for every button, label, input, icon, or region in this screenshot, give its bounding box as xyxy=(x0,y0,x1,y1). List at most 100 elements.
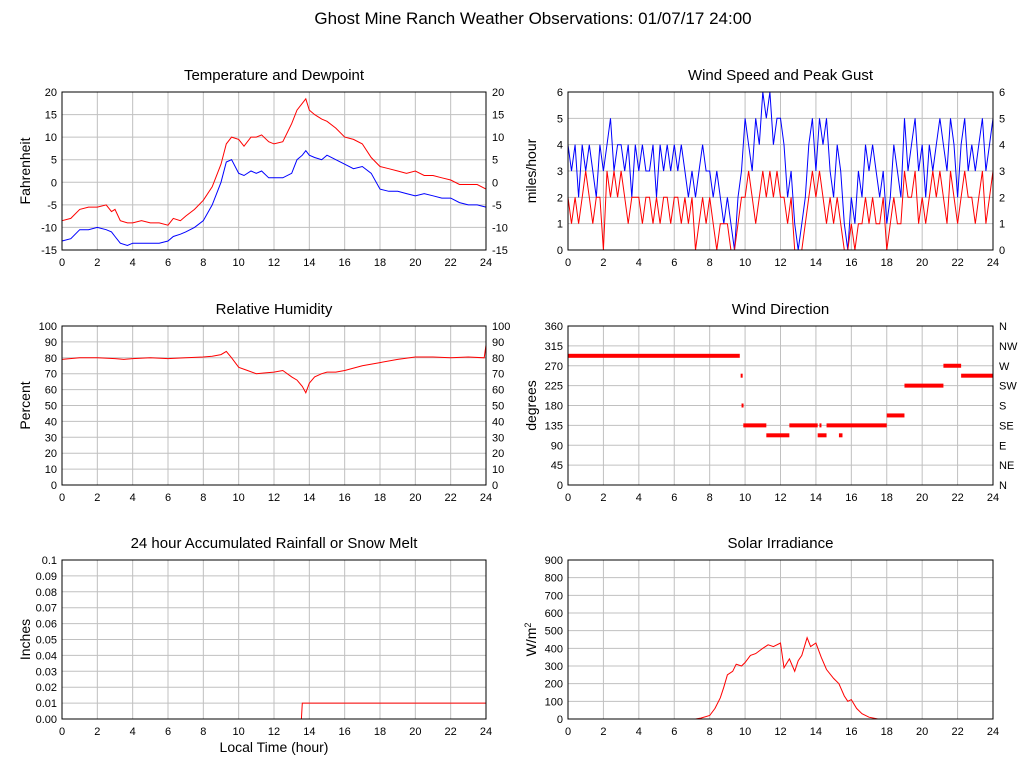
y-axis-label: Percent xyxy=(17,381,33,429)
direction-point xyxy=(789,423,818,428)
series-line-0 xyxy=(568,636,993,720)
y-axis-label: degrees xyxy=(523,380,539,431)
y-axis-label: Inches xyxy=(17,619,33,660)
y-tick-label: 20 xyxy=(45,448,57,460)
x-tick-label: 12 xyxy=(268,257,280,269)
x-tick-label: 14 xyxy=(810,726,822,738)
page-title: Ghost Mine Ranch Weather Observations: 0… xyxy=(314,9,752,28)
y-tick-label: 0.08 xyxy=(36,587,57,599)
chart-title: Temperature and Dewpoint xyxy=(184,67,365,84)
x-tick-label: 20 xyxy=(916,257,928,269)
x-tick-label: 10 xyxy=(739,257,751,269)
plot-frame xyxy=(567,559,994,720)
x-tick-label: 10 xyxy=(233,726,245,738)
y-tick-label: 3 xyxy=(557,166,563,178)
x-tick-label: 6 xyxy=(671,257,677,269)
x-tick-label: 22 xyxy=(445,726,457,738)
x-tick-label: 2 xyxy=(94,726,100,738)
chart-title: Wind Speed and Peak Gust xyxy=(688,67,874,84)
x-tick-label: 20 xyxy=(409,492,421,504)
chart-rain: 24 hour Accumulated Rainfall or Snow Mel… xyxy=(17,535,492,755)
y-tick-label: 0.09 xyxy=(36,571,57,583)
x-tick-label: 20 xyxy=(916,492,928,504)
x-tick-label: 6 xyxy=(671,726,677,738)
direction-point xyxy=(961,373,993,378)
x-tick-label: 8 xyxy=(200,257,206,269)
x-tick-label: 24 xyxy=(480,257,492,269)
x-tick-label: 16 xyxy=(845,257,857,269)
x-tick-label: 10 xyxy=(233,492,245,504)
y-tick-label: 60 xyxy=(45,385,57,397)
y-tick-label: 0 xyxy=(557,480,563,492)
y-tick-label: 5 xyxy=(557,113,563,125)
x-tick-label: 18 xyxy=(881,726,893,738)
plot-frame xyxy=(61,559,487,720)
series-line-1 xyxy=(567,170,994,251)
x-tick-label: 10 xyxy=(739,726,751,738)
y-tick-label: 0.05 xyxy=(36,635,57,647)
x-tick-label: 16 xyxy=(845,726,857,738)
right-y-tick-label: -5 xyxy=(492,200,502,212)
chart-title: Solar Irradiance xyxy=(728,535,834,552)
y-tick-label: 30 xyxy=(45,432,57,444)
x-tick-label: 6 xyxy=(165,257,171,269)
x-tick-label: 0 xyxy=(565,726,571,738)
y-tick-label: 90 xyxy=(551,440,563,452)
x-tick-label: 8 xyxy=(707,492,713,504)
x-tick-label: 6 xyxy=(165,492,171,504)
x-tick-label: 24 xyxy=(480,726,492,738)
x-tick-label: 14 xyxy=(303,257,315,269)
y-tick-label: 80 xyxy=(45,353,57,365)
right-y-tick-label: 15 xyxy=(492,110,504,122)
direction-point xyxy=(838,433,843,438)
x-tick-label: 22 xyxy=(951,257,963,269)
y-tick-label: 0.00 xyxy=(36,714,57,726)
right-y-tick-label: 0 xyxy=(999,245,1005,257)
x-tick-label: 4 xyxy=(636,257,642,269)
y-tick-label: 0 xyxy=(557,245,563,257)
x-tick-label: 16 xyxy=(339,726,351,738)
right-y-tick-label: 2 xyxy=(999,192,1005,204)
x-tick-label: 0 xyxy=(565,492,571,504)
direction-point xyxy=(817,433,827,438)
y-tick-label: 0.06 xyxy=(36,619,57,631)
right-y-tick-label: NW xyxy=(999,341,1018,353)
y-tick-label: -5 xyxy=(47,200,57,212)
y-tick-label: 40 xyxy=(45,416,57,428)
x-tick-label: 12 xyxy=(774,257,786,269)
right-y-tick-label: E xyxy=(999,440,1006,452)
direction-point xyxy=(743,423,767,428)
y-tick-label: 100 xyxy=(545,696,563,708)
x-tick-label: 14 xyxy=(303,726,315,738)
x-tick-label: 0 xyxy=(59,726,65,738)
x-tick-label: 0 xyxy=(59,257,65,269)
x-tick-label: 4 xyxy=(130,492,136,504)
right-y-tick-label: 10 xyxy=(492,464,504,476)
x-tick-label: 24 xyxy=(987,492,999,504)
x-tick-label: 6 xyxy=(165,726,171,738)
right-y-tick-label: 10 xyxy=(492,132,504,144)
x-tick-label: 12 xyxy=(268,726,280,738)
x-tick-label: 6 xyxy=(671,492,677,504)
x-tick-label: 20 xyxy=(916,726,928,738)
y-axis-label: miles/hour xyxy=(523,138,539,203)
x-tick-label: 18 xyxy=(374,257,386,269)
right-y-tick-label: 1 xyxy=(999,219,1005,231)
series-line-1 xyxy=(61,149,487,247)
x-tick-label: 8 xyxy=(707,726,713,738)
chart-title: 24 hour Accumulated Rainfall or Snow Mel… xyxy=(131,535,419,552)
direction-point xyxy=(568,353,740,358)
right-y-tick-label: SE xyxy=(999,420,1014,432)
x-tick-label: 10 xyxy=(739,492,751,504)
x-tick-label: 16 xyxy=(339,257,351,269)
y-tick-label: 225 xyxy=(545,381,563,393)
right-y-tick-label: 3 xyxy=(999,166,1005,178)
x-tick-label: 24 xyxy=(480,492,492,504)
x-axis-label: Local Time (hour) xyxy=(220,739,329,755)
x-tick-label: 24 xyxy=(987,726,999,738)
y-tick-label: -15 xyxy=(41,245,57,257)
y-tick-label: 900 xyxy=(545,555,563,567)
right-y-tick-label: 70 xyxy=(492,369,504,381)
